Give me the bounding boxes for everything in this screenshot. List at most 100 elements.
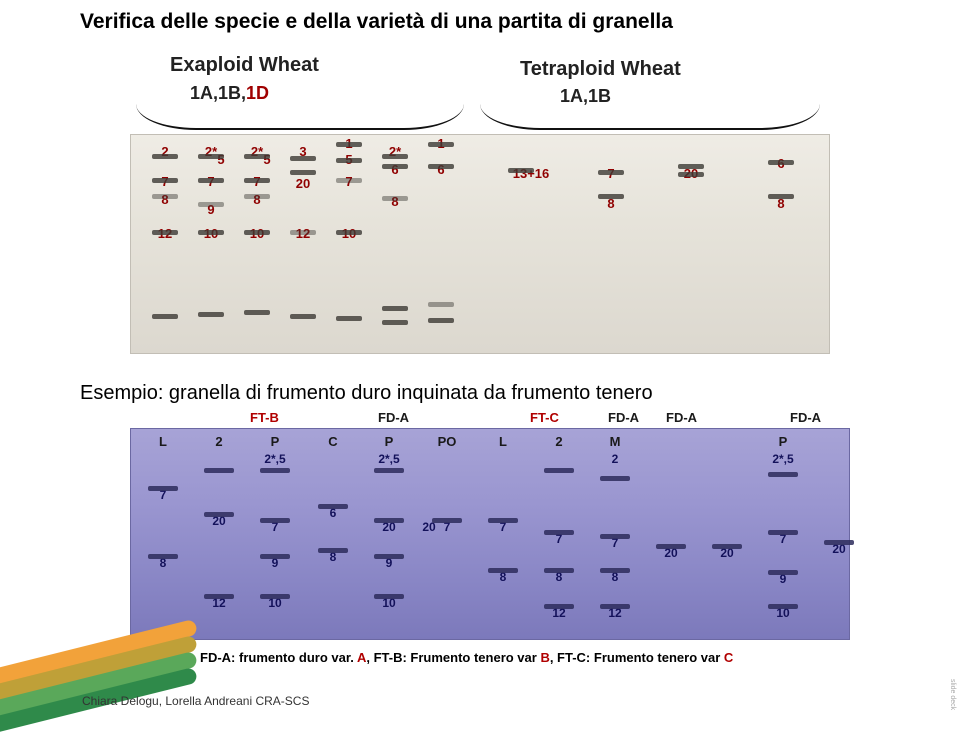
gel1-band: [198, 312, 224, 317]
gel2-region: FT-BFD-AFT-CFD-AFD-AFD-A L7822012P2*,579…: [130, 410, 850, 642]
gel1-region: Exaploid Wheat Tetraploid Wheat 1A,1B,1D…: [130, 48, 830, 358]
gel2-band: [148, 554, 178, 559]
caption-plain-2: , FT-B: Frumento tenero var: [366, 650, 540, 665]
gel2-lane: M27812: [590, 428, 640, 640]
gel1-band: [382, 154, 408, 159]
gel1-band: [198, 230, 224, 235]
gel1-band: [598, 194, 624, 199]
gel2-lane: 27812: [534, 428, 584, 640]
gel1-band-label: 20: [296, 176, 310, 191]
gel2-band: [600, 534, 630, 539]
gel2-band: [656, 544, 686, 549]
gel1-band: [678, 164, 704, 169]
gel2-lane: C68: [308, 428, 358, 640]
gel1-band: [428, 302, 454, 307]
gel2-lane-header: L: [499, 434, 507, 449]
gel1-band: [382, 196, 408, 201]
gel2-band: [204, 512, 234, 517]
gel1-band: [336, 142, 362, 147]
gel1-heading-exaploid: Exaploid Wheat: [170, 54, 319, 77]
gel1-band: [508, 168, 534, 173]
gel1-sub-ex-bold: 1D: [246, 83, 269, 103]
gel2-top-label: FD-A: [666, 410, 697, 425]
gel1-band: [428, 142, 454, 147]
gel2-band: [374, 518, 404, 523]
gel2-band: [204, 594, 234, 599]
caption-plain-1: FD-A: frumento duro var.: [200, 650, 357, 665]
gel1-band: [244, 178, 270, 183]
gel1-lane: 78: [590, 134, 632, 354]
gel1-band: [198, 154, 224, 159]
brace-tetraploid: [480, 104, 820, 130]
gel2-lane: 20: [702, 428, 752, 640]
gel1-lane: 2*57810: [236, 134, 278, 354]
gel2-lane-header: M: [610, 434, 621, 449]
gel2-band: [260, 518, 290, 523]
gel2-lane-subheader: 2*,5: [772, 452, 793, 466]
gel2-lane-header: L: [159, 434, 167, 449]
caption-red-1: A: [357, 650, 366, 665]
page-title: Verifica delle specie e della varietà di…: [80, 10, 673, 34]
gel2-band: [600, 568, 630, 573]
gel1-band: [152, 314, 178, 319]
gel2-top-label: FD-A: [608, 410, 639, 425]
gel2-lane: P2*,57910: [250, 428, 300, 640]
gel2-band: [374, 554, 404, 559]
gel2-lane: L78: [478, 428, 528, 640]
gel1-lane: 13+16: [500, 134, 542, 354]
gel2-lane: 20: [646, 428, 696, 640]
gel1-band: [598, 170, 624, 175]
gel1-band: [244, 310, 270, 315]
gel1-band: [290, 170, 316, 175]
gel1-lane: 2*68: [374, 134, 416, 354]
gel1-heading-tetraploid: Tetraploid Wheat: [520, 58, 681, 81]
gel2-top-label: FD-A: [378, 410, 409, 425]
gel2-lane-subheader: 2*,5: [378, 452, 399, 466]
gel2-band: [374, 594, 404, 599]
gel2-lane-header: C: [328, 434, 337, 449]
gel1-band: [428, 318, 454, 323]
caption-plain-3: , FT-C: Frumento tenero var: [550, 650, 724, 665]
gel1-lane: 68: [760, 134, 802, 354]
caption-red-3: C: [724, 650, 733, 665]
gel1-band: [290, 156, 316, 161]
gel1-lane: 20: [670, 134, 712, 354]
gel2-band: [544, 604, 574, 609]
gel1-band: [336, 178, 362, 183]
esempio-text: Esempio: granella di frumento duro inqui…: [80, 382, 653, 405]
gel2-band: [318, 548, 348, 553]
gel2-lane: P2*,57910: [758, 428, 808, 640]
gel2-band: [260, 468, 290, 473]
gel2-band: [544, 468, 574, 473]
gel1-lane: 16: [420, 134, 462, 354]
gel1-lane: 27812: [144, 134, 186, 354]
gel1-band: [152, 178, 178, 183]
gel1-band: [198, 178, 224, 183]
gel1-band: [336, 316, 362, 321]
gel2-band: [260, 554, 290, 559]
gel2-band: [488, 568, 518, 573]
gel2-lane: PO720: [422, 428, 472, 640]
gel2-lane: 22012: [194, 428, 244, 640]
gel2-band: [544, 568, 574, 573]
gel2-band: [148, 486, 178, 491]
gel2-band: [768, 472, 798, 477]
gel2-lane: P2*,520910: [364, 428, 414, 640]
gel1-sub-exaploid: 1A,1B,1D: [190, 83, 269, 104]
gel1-band: [382, 306, 408, 311]
gel2-lane-header: 2: [215, 434, 222, 449]
gel2-lane-header: P: [385, 434, 394, 449]
gel1-band: [244, 154, 270, 159]
gel2-band: [544, 530, 574, 535]
gel2-band: [374, 468, 404, 473]
gel2-lane-subheader: 2: [612, 452, 619, 466]
gel1-band: [336, 158, 362, 163]
side-microtext: slide deck: [949, 679, 956, 710]
gel2-band: [204, 468, 234, 473]
gel2-band: [432, 518, 462, 523]
gel1-band: [768, 194, 794, 199]
gel1-band: [678, 172, 704, 177]
gel2-top-label: FT-C: [530, 410, 559, 425]
gel2-lane-header: P: [271, 434, 280, 449]
gel2-band: [260, 594, 290, 599]
